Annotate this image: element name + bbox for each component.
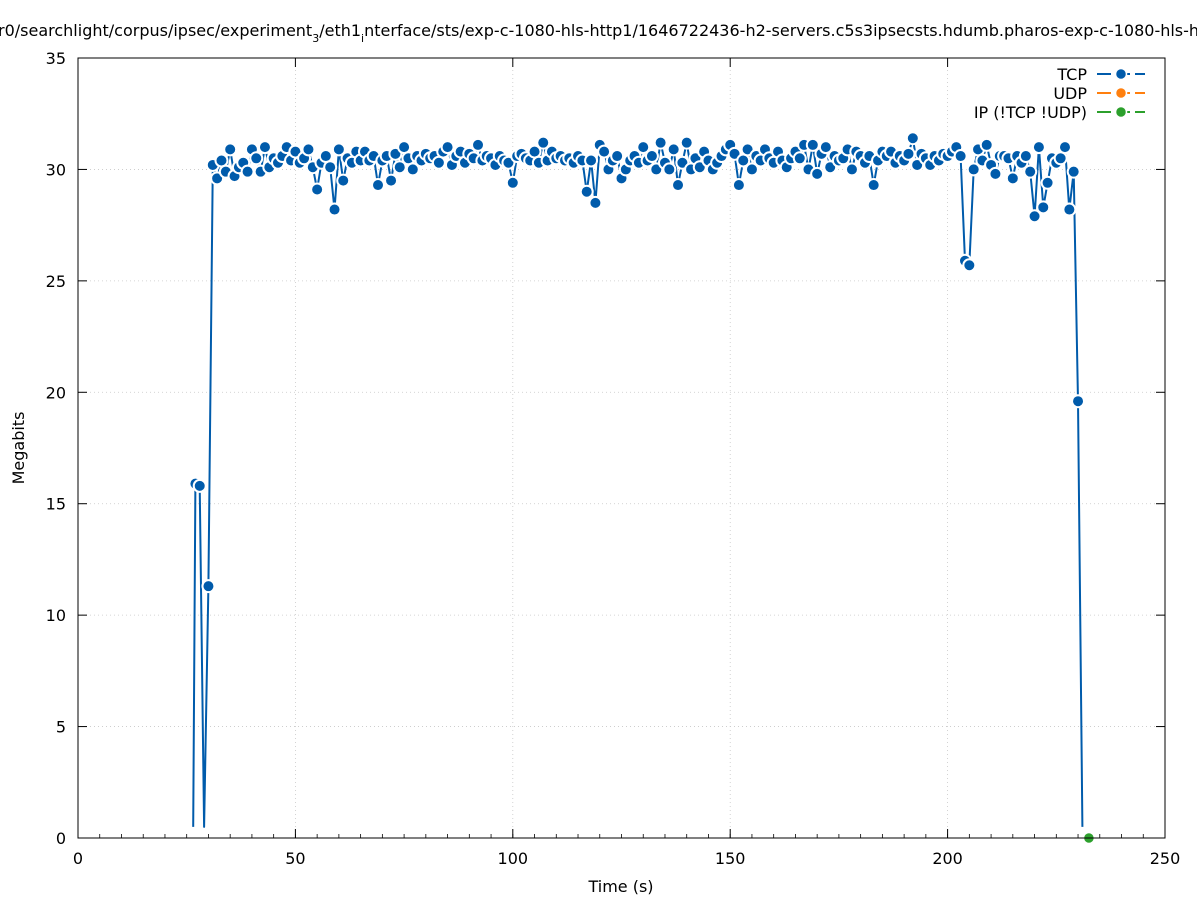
data-point-tcp (579, 184, 594, 199)
x-tick-label: 200 (932, 849, 963, 868)
data-point-tcp (240, 164, 255, 179)
data-point-tcp (731, 178, 746, 193)
y-tick-label: 20 (46, 383, 66, 402)
data-point-tcp (679, 135, 694, 150)
data-point-tcp (979, 137, 994, 152)
data-point-tcp (653, 135, 668, 150)
data-point-tcp (1062, 202, 1077, 217)
y-tick-label: 30 (46, 160, 66, 179)
minor-ticks (77, 834, 1166, 838)
x-tick-label: 100 (498, 849, 529, 868)
x-tick-label: 50 (285, 849, 305, 868)
y-tick-label: 5 (56, 718, 66, 737)
data-point-tcp (405, 162, 420, 177)
data-point-tcp (988, 166, 1003, 181)
data-point-tcp (962, 258, 977, 273)
data-point-tcp (671, 178, 686, 193)
data-point-tcp (440, 140, 455, 155)
legend-label-ip: IP (!TCP !UDP) (974, 103, 1087, 122)
data-point-tcp (310, 182, 325, 197)
data-point-tcp (1036, 200, 1051, 215)
data-point-tcp (818, 140, 833, 155)
data-point-tcp (505, 175, 520, 190)
legend-marker-ip (1114, 105, 1128, 119)
data-point-tcp (1071, 394, 1086, 409)
x-tick-label: 0 (73, 849, 83, 868)
x-axis-title: Time (s) (587, 877, 653, 896)
data-point-tcp (331, 142, 346, 157)
y-tick-label: 0 (56, 829, 66, 848)
data-point-tcp (223, 142, 238, 157)
data-point-tcp (384, 173, 399, 188)
data-point-tcp (666, 142, 681, 157)
data-point-tcp (257, 140, 272, 155)
y-tick-label: 10 (46, 606, 66, 625)
y-axis-ticks: 0 5 10 15 20 25 30 35 (46, 49, 1165, 848)
legend-label-udp: UDP (1053, 84, 1087, 103)
data-point-tcp (1027, 209, 1042, 224)
data-point-tcp (536, 135, 551, 150)
data-point-tcp (597, 144, 612, 159)
data-point-tcp (1040, 175, 1055, 190)
data-point-tcp (1005, 171, 1020, 186)
data-point-tcp (1057, 140, 1072, 155)
y-tick-label: 35 (46, 49, 66, 68)
data-point-tcp (392, 160, 407, 175)
data-point-tcp (1031, 140, 1046, 155)
data-point-tcp (471, 137, 486, 152)
chart-title: r0/searchlight/corpus/ipsec/experiment3/… (0, 21, 1197, 45)
data-point-tcp (323, 160, 338, 175)
data-point-tcp (953, 149, 968, 164)
data-point-tcp (301, 142, 316, 157)
data-point-tcp (1023, 164, 1038, 179)
data-point-tcp (584, 153, 599, 168)
y-tick-label: 25 (46, 272, 66, 291)
data-point-tcp (792, 151, 807, 166)
data-point-tcp (192, 478, 207, 493)
data-point-tcp (744, 162, 759, 177)
series-tcp (188, 131, 1086, 828)
data-point-tcp (805, 137, 820, 152)
data-point-tcp (610, 149, 625, 164)
x-tick-label: 150 (715, 849, 746, 868)
legend-marker-tcp (1114, 67, 1128, 81)
data-point-tcp (866, 178, 881, 193)
data-point-tcp (966, 162, 981, 177)
data-point-tcp (336, 173, 351, 188)
data-point-tcp (905, 131, 920, 146)
data-point-tcp (636, 140, 651, 155)
data-point-tcp (249, 151, 264, 166)
plot-frame (77, 57, 1166, 839)
data-point-tcp (201, 579, 216, 594)
legend: TCP UDP IP (!TCP !UDP) (974, 65, 1145, 122)
x-tick-label: 250 (1150, 849, 1181, 868)
data-point-tcp (588, 195, 603, 210)
data-point-tcp (327, 202, 342, 217)
legend-marker-udp (1114, 86, 1128, 100)
data-point-tcp (1066, 164, 1081, 179)
data-point-tcp (1018, 149, 1033, 164)
data-point-tcp (371, 178, 386, 193)
data-point-tcp (662, 162, 677, 177)
y-axis-title: Megabits (9, 412, 28, 485)
x-axis-ticks: 0 50 100 150 200 250 (73, 58, 1180, 868)
data-point-tcp (901, 146, 916, 161)
legend-label-tcp: TCP (1056, 65, 1087, 84)
data-point-tcp (644, 149, 659, 164)
data-point-tcp (844, 162, 859, 177)
y-tick-label: 15 (46, 495, 66, 514)
data-point-tcp (810, 166, 825, 181)
